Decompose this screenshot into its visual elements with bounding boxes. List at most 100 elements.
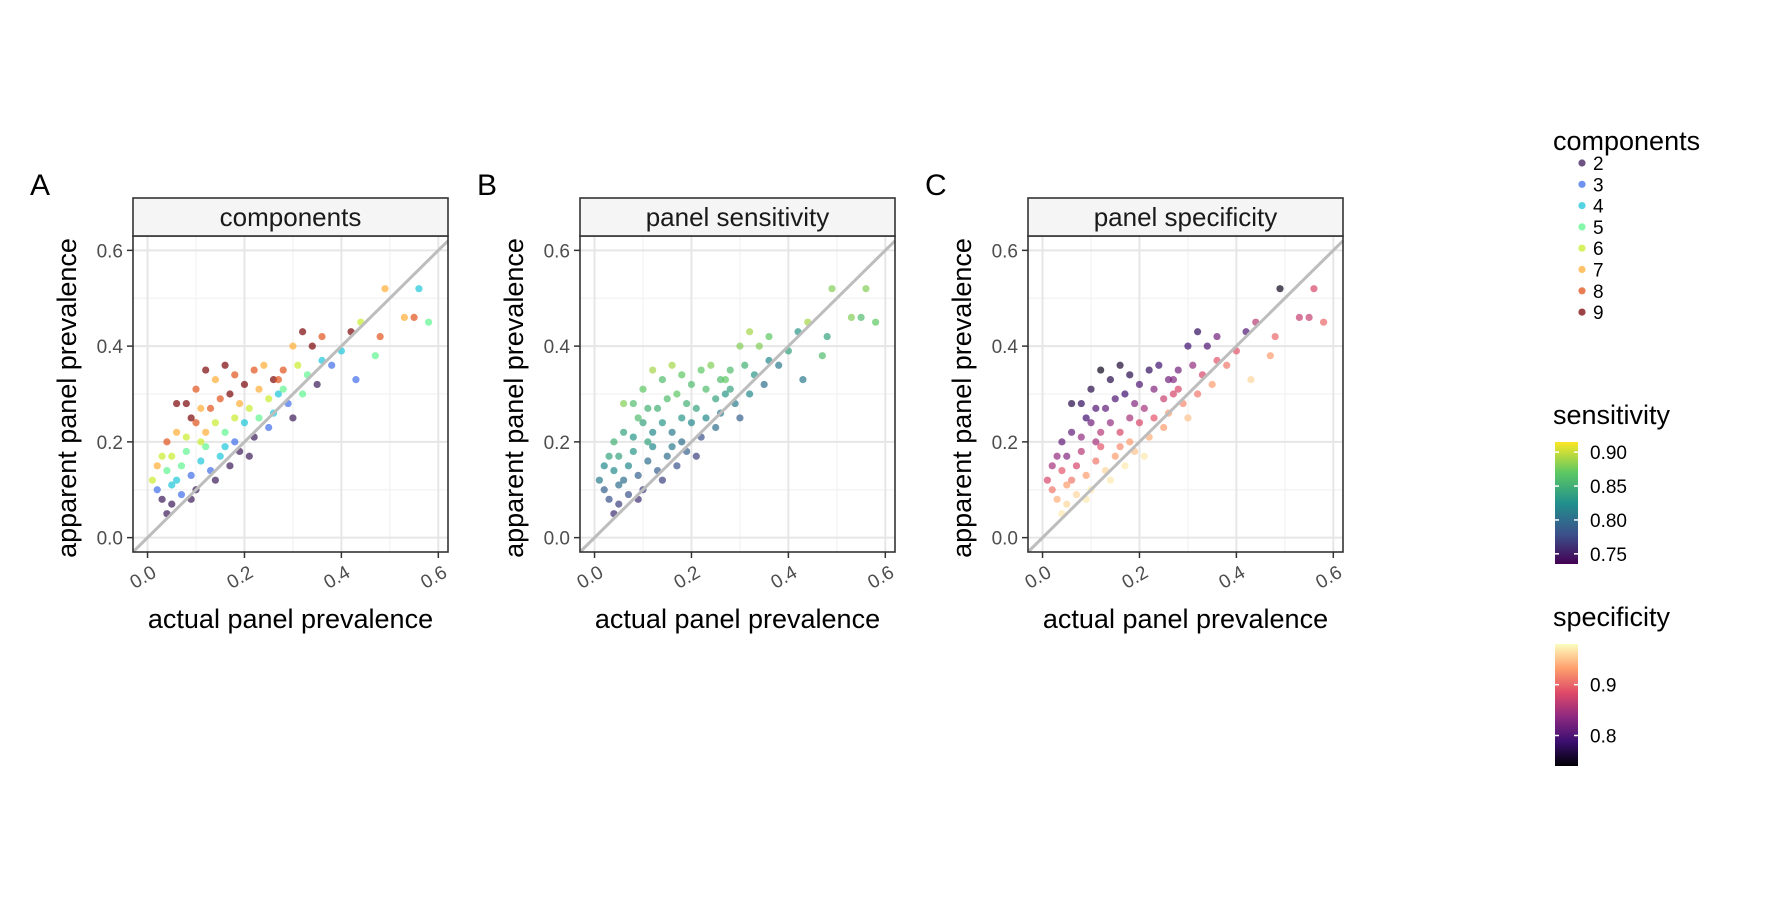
scatter-point <box>1048 486 1056 494</box>
scatter-point <box>177 490 186 499</box>
scatter-point <box>313 380 321 389</box>
scatter-point <box>240 380 249 389</box>
scatter-point <box>187 414 195 422</box>
scatter-point <box>192 419 200 427</box>
scatter-point <box>187 471 195 479</box>
legend-entry-label: 7 <box>1593 261 1604 282</box>
scatter-point <box>595 476 603 484</box>
colorbar-tick-label: 0.90 <box>1590 443 1627 464</box>
scatter-point <box>410 313 418 321</box>
scatter-point <box>279 366 287 374</box>
scatter-point <box>299 390 307 398</box>
scatter-point <box>624 462 633 470</box>
scatter-point <box>197 457 205 465</box>
y-tick-label: 0.4 <box>544 337 571 358</box>
scatter-point <box>736 342 744 350</box>
scatter-point <box>658 376 666 384</box>
panel-letter: A <box>30 169 50 202</box>
scatter-point <box>328 361 336 369</box>
x-tick-label: 0.4 <box>321 562 355 594</box>
scatter-point <box>202 428 210 436</box>
identity-reference-line <box>131 239 450 554</box>
scatter-point <box>308 342 316 350</box>
scatter-point <box>736 414 744 422</box>
scatter-point <box>168 481 176 489</box>
scatter-point <box>600 486 608 494</box>
x-tick-label: 0.6 <box>417 562 450 593</box>
scatter-point <box>1092 457 1100 465</box>
scatter-point <box>173 476 181 484</box>
scatter-point <box>620 476 628 484</box>
legend-entry-label: 2 <box>1593 154 1604 175</box>
components-legend-title: components <box>1553 126 1700 156</box>
scatter-point <box>192 385 200 393</box>
scatter-point <box>857 313 865 321</box>
scatter-point <box>1106 376 1114 384</box>
scatter-point <box>1169 376 1177 384</box>
scatter-point <box>1184 414 1192 422</box>
scatter-point <box>1121 462 1129 470</box>
scatter-point <box>279 385 287 393</box>
facet-strip <box>132 197 449 237</box>
colorbar-tick-label: 0.85 <box>1590 477 1627 498</box>
y-tick-label: 0.0 <box>97 529 123 550</box>
scatter-point <box>634 414 642 422</box>
scatter-point <box>1072 462 1081 470</box>
legend-entry-label: 6 <box>1593 239 1604 260</box>
scatter-point <box>1053 495 1061 503</box>
scatter-point <box>1189 361 1197 369</box>
scatter-point <box>1087 385 1095 393</box>
x-axis-title: actual panel prevalence <box>595 604 880 634</box>
x-axis-title: actual panel prevalence <box>1043 604 1328 634</box>
x-tick-label: 0.4 <box>1216 562 1250 594</box>
sensitivity-legend-title: sensitivity <box>1553 400 1671 430</box>
scatter-point <box>1068 428 1076 436</box>
x-tick-label: 0.0 <box>127 562 160 593</box>
scatter-point <box>289 342 297 350</box>
scatter-point <box>1140 404 1148 412</box>
scatter-point <box>294 361 302 369</box>
scatter-point <box>634 471 642 479</box>
legend-entry-label: 9 <box>1593 303 1604 324</box>
scatter-point <box>1092 438 1100 446</box>
scatter-point <box>182 399 190 408</box>
panel-letter: B <box>477 169 497 202</box>
scatter-point <box>673 462 681 470</box>
scatter-point <box>668 361 676 369</box>
legend-key-dot <box>1578 287 1586 295</box>
scatter-point <box>862 285 870 293</box>
scatter-point <box>1058 438 1066 446</box>
y-tick-label: 0.2 <box>992 433 1018 454</box>
legend-entry-label: 5 <box>1593 218 1604 239</box>
scatter-points <box>148 285 433 518</box>
scatter-point <box>620 428 628 436</box>
scatter-point <box>221 443 229 451</box>
scatter-point <box>746 328 754 336</box>
scatter-point <box>673 390 681 398</box>
scatter-point <box>726 385 734 393</box>
y-tick-label: 0.6 <box>992 241 1018 262</box>
scatter-point <box>206 404 215 412</box>
scatter-point <box>250 366 258 374</box>
scatter-point <box>1087 419 1095 427</box>
sensitivity-colorbar <box>1555 442 1578 564</box>
legend-entry-2: 2 <box>1578 154 1604 175</box>
scatter-point <box>299 328 307 336</box>
scatter-point <box>663 452 671 460</box>
scatter-point <box>1126 414 1134 422</box>
scatter-point <box>610 438 618 446</box>
y-tick-label: 0.0 <box>544 529 570 550</box>
scatter-point <box>226 390 234 398</box>
scatter-point <box>226 462 234 470</box>
scatter-point <box>1097 428 1105 436</box>
scatter-point <box>649 366 657 374</box>
scatter-point <box>1150 414 1158 422</box>
scatter-point <box>1223 361 1231 369</box>
legend-entry-7: 7 <box>1578 261 1604 282</box>
scatter-point <box>1169 390 1177 398</box>
scatter-point <box>1063 481 1071 489</box>
scatter-point <box>847 313 855 321</box>
scatter-point <box>658 476 666 484</box>
scatter-point <box>615 500 623 508</box>
scatter-point <box>1101 404 1110 412</box>
